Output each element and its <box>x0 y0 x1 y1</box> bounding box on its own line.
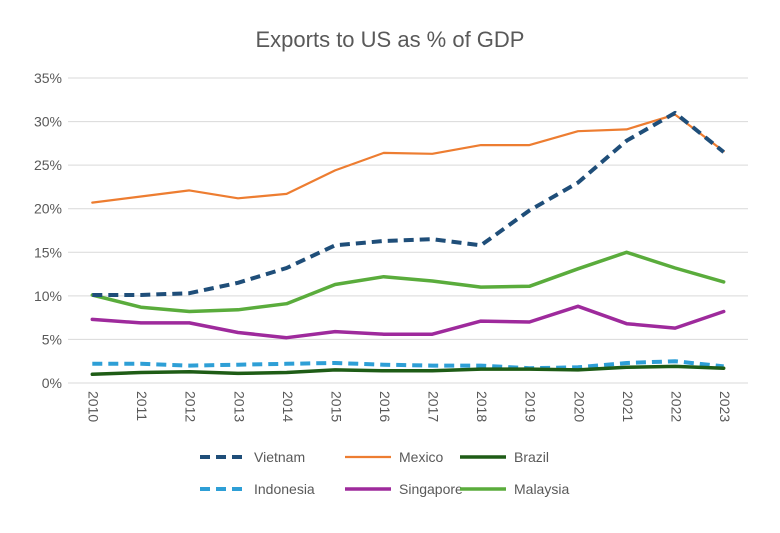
y-tick-label: 30% <box>34 114 62 130</box>
series-line-vietnam <box>92 110 725 297</box>
gridlines <box>68 77 748 384</box>
chart-title: Exports to US as % of GDP <box>256 27 525 52</box>
x-tick-label: 2013 <box>231 391 247 422</box>
legend-label: Malaysia <box>514 481 569 497</box>
legend-label: Singapore <box>399 481 463 497</box>
x-tick-label: 2012 <box>183 391 199 422</box>
legend: Vietnam Mexico Brazil Indonesia Singapore Mal… <box>200 449 569 497</box>
x-tick-label: 2022 <box>668 391 684 422</box>
legend-item-brazil: Brazil <box>460 449 549 465</box>
legend-item-mexico: Mexico <box>345 449 444 465</box>
y-tick-label: 25% <box>34 157 62 173</box>
y-tick-label: 5% <box>42 331 62 347</box>
legend-label: Brazil <box>514 449 549 465</box>
x-tick-label: 2018 <box>474 391 490 422</box>
series-line-mexico <box>91 113 725 204</box>
x-tick-label: 2019 <box>523 391 539 422</box>
x-tick-label: 2020 <box>571 391 587 422</box>
legend-label: Mexico <box>399 449 444 465</box>
legend-item-vietnam: Vietnam <box>200 449 305 465</box>
x-tick-label: 2014 <box>280 391 296 422</box>
x-tick-label: 2015 <box>328 391 344 422</box>
y-tick-label: 35% <box>34 70 62 86</box>
legend-label: Vietnam <box>254 449 305 465</box>
series-line-malaysia <box>90 250 726 314</box>
y-tick-label: 10% <box>34 288 62 304</box>
legend-item-indonesia: Indonesia <box>200 481 315 497</box>
x-axis-tick-labels: 2010 2011 2012 2013 2014 2015 2016 2017 2018 2019… <box>86 391 733 422</box>
y-tick-label: 20% <box>34 201 62 217</box>
series-line-indonesia <box>92 359 724 371</box>
series-line-brazil <box>90 364 726 377</box>
x-tick-label: 2010 <box>86 391 102 422</box>
x-tick-label: 2017 <box>426 391 442 422</box>
legend-item-singapore: Singapore <box>345 481 463 497</box>
x-tick-label: 2011 <box>134 391 150 421</box>
y-tick-label: 0% <box>42 375 62 391</box>
series-line-singapore <box>90 304 726 340</box>
x-tick-label: 2023 <box>717 391 733 422</box>
series-lines <box>90 110 726 377</box>
y-axis-tick-labels: 0% 5% 10% 15% 20% 25% 30% 35% <box>34 70 62 391</box>
x-tick-label: 2021 <box>620 391 636 422</box>
x-tick-label: 2016 <box>377 391 393 422</box>
y-tick-label: 15% <box>34 244 62 260</box>
legend-label: Indonesia <box>254 481 315 497</box>
legend-item-malaysia: Malaysia <box>460 481 569 497</box>
